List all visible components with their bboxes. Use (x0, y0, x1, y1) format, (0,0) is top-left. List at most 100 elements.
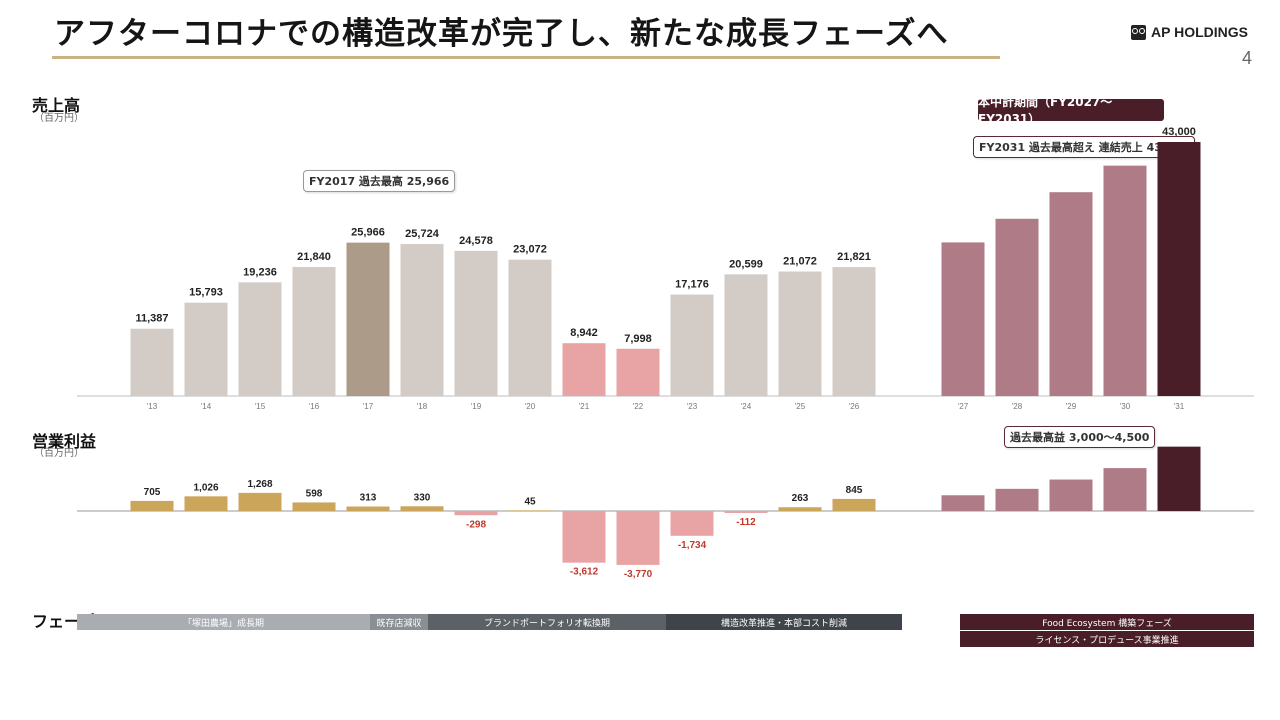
sales-bar (400, 244, 444, 396)
sales-value-label: 8,942 (570, 327, 598, 339)
sales-bar (238, 282, 282, 396)
sales-tick-label: '21 (579, 402, 590, 411)
op-value-label: 1,268 (247, 479, 272, 490)
sales-bar (616, 348, 660, 396)
sales-bar (778, 271, 822, 396)
phase-bar-1: 「塚田農場」成長期 (77, 614, 370, 630)
op-bar (292, 502, 336, 511)
op-bar (995, 488, 1039, 511)
op-bar (1103, 468, 1147, 511)
sales-value-label: 20,599 (729, 258, 763, 270)
op-unit: （百万円） (34, 448, 84, 459)
op-value-label: 330 (414, 492, 431, 503)
phase-label-4: 構造改革推進・本部コスト削減 (720, 618, 847, 629)
sales-bar (670, 294, 714, 396)
sales-bar (292, 266, 336, 396)
op-section-title: 営業利益 (32, 432, 97, 451)
op-value-label: -3,612 (570, 567, 599, 578)
sales-tick-label: '15 (255, 402, 266, 411)
op-value-label: -3,770 (624, 569, 653, 580)
sales-value-label: 21,072 (783, 256, 817, 268)
op-bar (238, 492, 282, 511)
sales-bar (1157, 142, 1201, 396)
future-phase-1: Food Ecosystem 構築フェーズ (960, 614, 1254, 630)
sales-tick-label: '31 (1174, 402, 1185, 411)
op-value-label: 45 (524, 496, 536, 507)
sales-tick-label: '22 (633, 402, 644, 411)
op-value-label: 263 (792, 493, 809, 504)
sales-tick-label: '18 (417, 402, 428, 411)
op-bar (454, 511, 498, 516)
sales-value-label: 23,072 (513, 244, 547, 256)
op-bar (832, 498, 876, 511)
op-value-label: -112 (736, 517, 756, 528)
page-number: 4 (1242, 48, 1253, 68)
sales-tick-label: '20 (525, 402, 536, 411)
op-bar (724, 511, 768, 513)
fy2017-record-note: FY2017 過去最高 25,966 (303, 170, 456, 192)
op-value-label: 705 (144, 487, 161, 498)
sales-tick-label: '14 (201, 402, 212, 411)
fy2031-target-note: FY2031 過去最高超え 連結売上 43,000 (973, 136, 1196, 158)
op-value-label: 845 (846, 485, 863, 496)
op-record-note: 過去最高益 3,000〜4,500 (1004, 426, 1156, 448)
sales-bar (346, 242, 390, 396)
phase-bar-3: ブランドポートフォリオ転換期 (428, 614, 666, 630)
sales-value-label: 43,000 (1162, 126, 1196, 138)
op-bar (508, 510, 552, 511)
op-bar (941, 495, 985, 511)
sales-tick-label: '24 (741, 402, 752, 411)
op-value-label: 313 (360, 493, 377, 504)
phase-label-2: 既存店減収 (376, 618, 422, 629)
sales-value-label: 11,387 (135, 313, 168, 325)
sales-tick-label: '27 (958, 402, 969, 411)
sales-bar (941, 242, 985, 396)
sales-bar (1049, 192, 1093, 396)
sales-tick-label: '29 (1066, 402, 1077, 411)
sales-bar (724, 274, 768, 396)
op-bar (130, 500, 174, 511)
sales-tick-label: '28 (1012, 402, 1023, 411)
phase-label-1: 「塚田農場」成長期 (182, 618, 264, 629)
phase-bar-2: 既存店減収 (370, 614, 428, 630)
sales-bar (832, 267, 876, 396)
sales-section-title: 売上高 (32, 96, 81, 115)
op-bar (778, 507, 822, 511)
op-bar (1157, 446, 1201, 511)
sales-value-label: 25,966 (351, 227, 385, 239)
op-bar (1049, 479, 1093, 511)
sales-tick-label: '23 (687, 402, 698, 411)
brand-logo-icon (1131, 24, 1146, 40)
sales-tick-label: '26 (849, 402, 860, 411)
sales-bar (184, 302, 228, 396)
slide-title: アフターコロナでの構造改革が完了し、新たな成長フェーズへ (54, 16, 949, 52)
sales-bar (562, 343, 606, 396)
op-value-label: -298 (466, 519, 486, 530)
sales-value-label: 21,840 (297, 251, 331, 263)
sales-bar (508, 259, 552, 396)
sales-tick-label: '13 (147, 402, 158, 411)
op-bar (400, 506, 444, 511)
sales-tick-label: '30 (1120, 402, 1131, 411)
sales-tick-label: '19 (471, 402, 482, 411)
sales-tick-label: '16 (309, 402, 320, 411)
sales-bar (1103, 165, 1147, 396)
sales-tick-label: '17 (363, 402, 374, 411)
sales-value-label: 25,724 (405, 228, 440, 240)
sales-value-label: 24,578 (459, 235, 493, 247)
sales-bar (454, 250, 498, 396)
op-bar (346, 506, 390, 511)
phase-label-3: ブランドポートフォリオ転換期 (483, 618, 610, 629)
sales-value-label: 19,236 (243, 266, 277, 278)
op-bar (184, 496, 228, 511)
sales-value-label: 15,793 (189, 287, 223, 299)
op-bar (670, 511, 714, 536)
op-value-label: -1,734 (678, 540, 707, 551)
sales-bar (130, 328, 174, 396)
phase-bar-4: 構造改革推進・本部コスト削減 (666, 614, 902, 630)
op-bar (562, 511, 606, 563)
op-bar (616, 511, 660, 565)
sales-value-label: 17,176 (675, 279, 709, 291)
brand-logo: AP HOLDINGS (1131, 24, 1248, 40)
